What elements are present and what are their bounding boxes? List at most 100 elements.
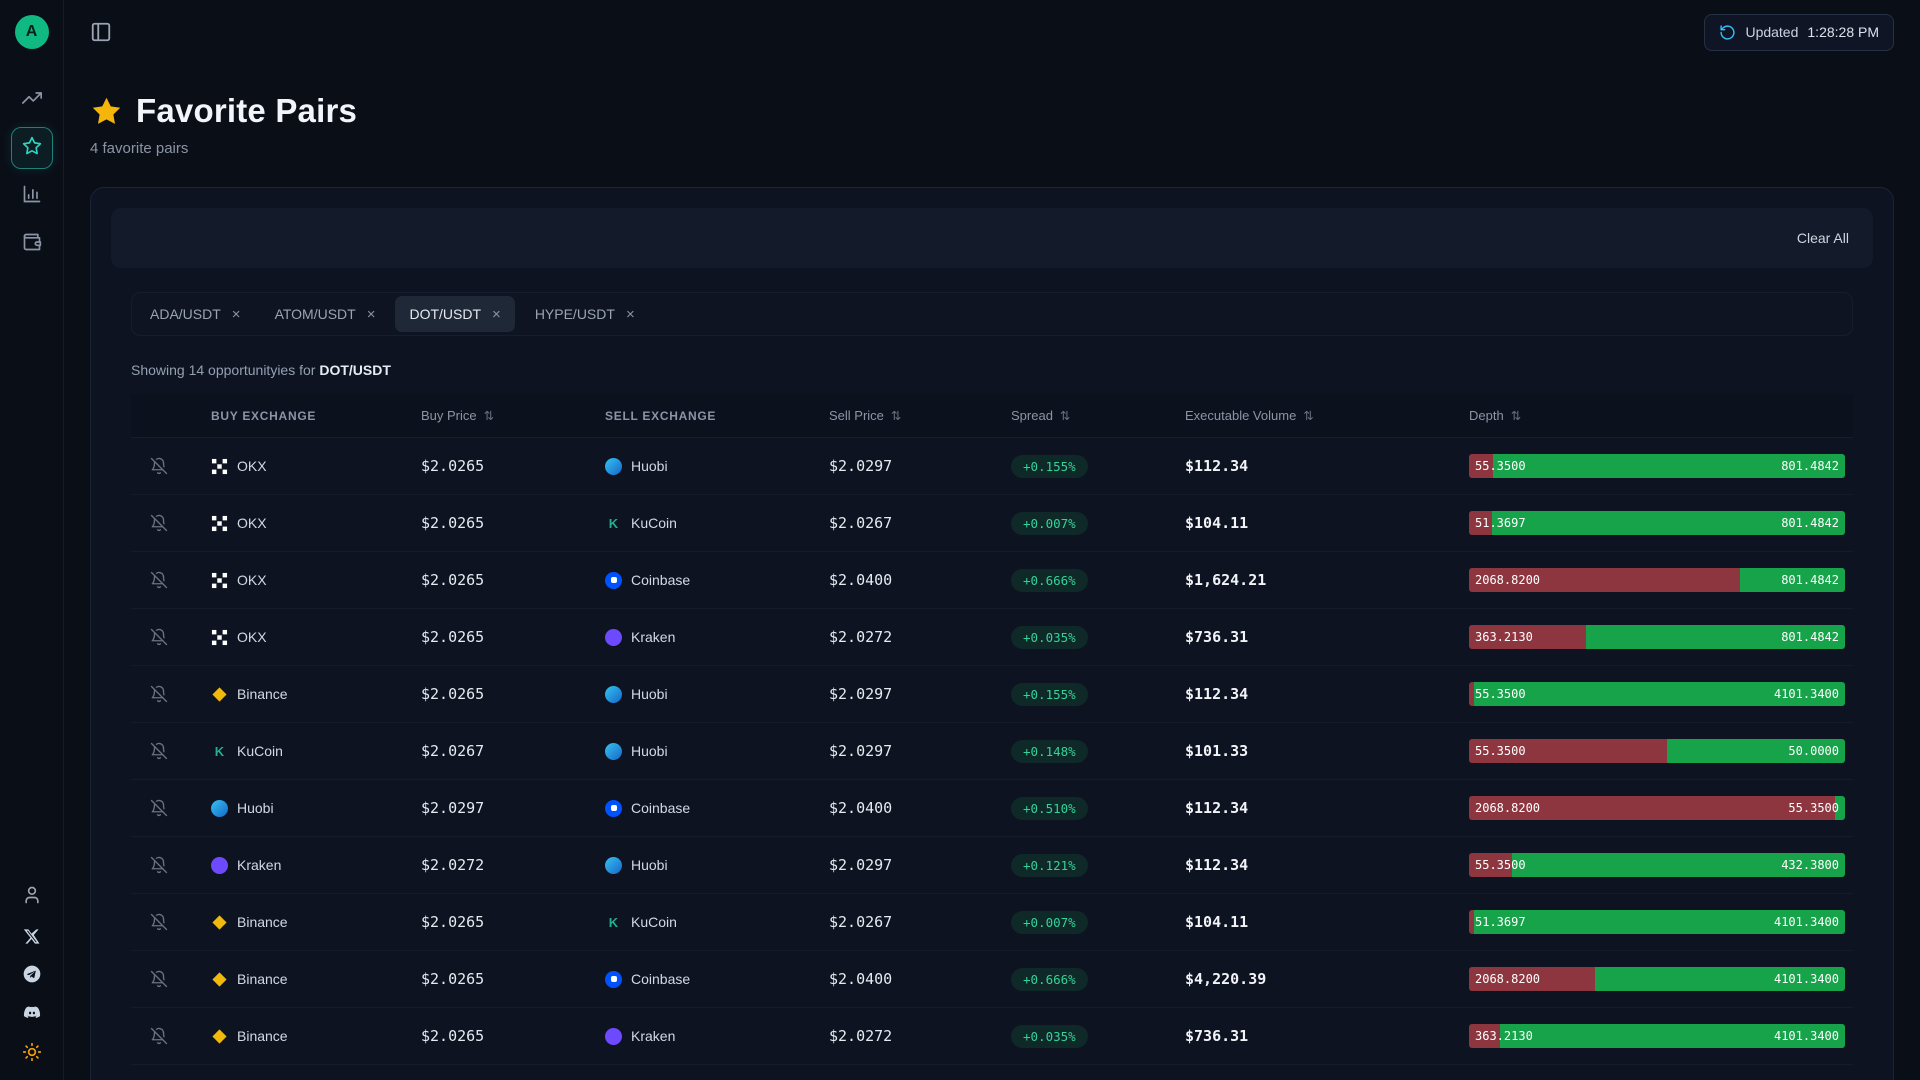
depth-sell-value: 432.3800 — [1781, 858, 1839, 872]
sidebar-toggle-icon[interactable] — [90, 21, 112, 43]
kucoin-logo-icon: K — [214, 743, 225, 759]
remove-pair-icon[interactable]: × — [625, 305, 635, 323]
remove-pair-icon[interactable]: × — [366, 305, 376, 323]
depth-sell-bar — [1493, 454, 1845, 478]
sell-exchange-cell: Kraken — [581, 628, 809, 646]
depth-sell-value: 4101.3400 — [1773, 1029, 1839, 1043]
coinbase-logo-icon — [605, 799, 622, 817]
table-row[interactable]: Binance $2.0265 Kraken $2.0272 +0.035% $… — [131, 1008, 1853, 1065]
updated-badge[interactable]: Updated 1:28:28 PM — [1704, 13, 1894, 51]
sort-icon: ⇅ — [1059, 409, 1071, 423]
table-row[interactable]: Huobi $2.0297 Coinbase $2.0400 +0.510% $… — [131, 780, 1853, 837]
executable-volume: $1,624.21 — [1185, 571, 1267, 589]
table-row[interactable]: Binance $2.0265 Huobi $2.0297 +0.155% $1… — [131, 666, 1853, 723]
clear-all-button[interactable]: Clear All — [1796, 230, 1849, 246]
discord-icon[interactable] — [22, 1003, 42, 1023]
spread-cell: +0.510% — [991, 796, 1165, 820]
pair-chip[interactable]: HYPE/USDT × — [521, 296, 649, 332]
spread-cell: +0.007% — [991, 910, 1165, 934]
pair-chip[interactable]: DOT/USDT × — [395, 296, 515, 332]
alert-off-icon[interactable] — [150, 1027, 168, 1045]
col-spread[interactable]: Spread ⇅ — [1011, 408, 1071, 423]
col-depth[interactable]: Depth ⇅ — [1469, 408, 1522, 423]
depth-cell: 2068.8200 801.4842 — [1449, 568, 1853, 592]
opportunities-table: BUY EXCHANGE Buy Price ⇅ SELL EXCHANGE Se… — [131, 394, 1853, 1080]
depth-bar: 51.3697 801.4842 — [1469, 511, 1845, 535]
executable-volume: $736.31 — [1185, 1027, 1249, 1045]
spread-badge: +0.148% — [1011, 739, 1088, 763]
col-volume[interactable]: Executable Volume ⇅ — [1185, 408, 1314, 423]
table-row[interactable]: OKX $2.0265 Coinbase $2.0400 +0.666% $1,… — [131, 552, 1853, 609]
buy-exchange-cell: OKX — [187, 458, 401, 475]
alert-off-icon[interactable] — [150, 856, 168, 874]
avatar[interactable]: A — [14, 15, 49, 49]
alert-off-icon[interactable] — [150, 970, 168, 988]
x-social-icon[interactable] — [23, 928, 40, 945]
telegram-icon[interactable] — [22, 964, 42, 984]
spread-cell: +0.148% — [991, 739, 1165, 763]
alert-off-icon[interactable] — [150, 685, 168, 703]
sidebar-item-analytics[interactable] — [11, 175, 53, 217]
alert-off-icon[interactable] — [150, 628, 168, 646]
depth-sell-value: 55.3500 — [1788, 801, 1839, 815]
table-row[interactable]: Binance $2.0265 K KuCoin $2.0267 +0.007%… — [131, 894, 1853, 951]
depth-buy-bar — [1469, 967, 1596, 991]
depth-cell: 55.3500 4101.3400 — [1449, 682, 1853, 706]
alert-off-icon[interactable] — [150, 457, 168, 475]
table-row[interactable]: K KuCoin $2.0267 Coinbase $2.0400 +0.655… — [131, 1065, 1853, 1080]
pair-chip[interactable]: ATOM/USDT × — [261, 296, 390, 332]
table-row[interactable]: OKX $2.0265 Huobi $2.0297 +0.155% $112.3… — [131, 438, 1853, 495]
buy-price: $2.0272 — [421, 856, 485, 874]
table-row[interactable]: Binance $2.0265 Coinbase $2.0400 +0.666%… — [131, 951, 1853, 1008]
depth-buy-value: 55.3500 — [1475, 687, 1526, 701]
alert-off-icon[interactable] — [150, 742, 168, 760]
buy-exchange-name: OKX — [237, 572, 267, 588]
refresh-icon — [1719, 24, 1736, 41]
depth-buy-value: 55.3500 — [1475, 459, 1526, 473]
sidebar-item-favorites[interactable] — [10, 127, 53, 169]
remove-pair-icon[interactable]: × — [231, 305, 241, 323]
pair-chip-label: ADA/USDT — [150, 306, 221, 322]
depth-cell: 51.3697 801.4842 — [1449, 511, 1853, 535]
sidebar-item-wallet[interactable] — [11, 223, 53, 265]
updated-time: 1:28:28 PM — [1807, 24, 1879, 40]
sell-price: $2.0272 — [829, 1027, 893, 1045]
star-icon — [22, 136, 42, 161]
sort-icon: ⇅ — [1303, 409, 1314, 423]
table-row[interactable]: OKX $2.0265 Kraken $2.0272 +0.035% $736.… — [131, 609, 1853, 666]
depth-cell: 55.3500 432.3800 — [1449, 853, 1853, 877]
alert-off-icon[interactable] — [150, 799, 168, 817]
executable-volume: $104.11 — [1185, 514, 1249, 532]
buy-exchange-name: KuCoin — [237, 743, 283, 759]
depth-sell-bar — [1595, 967, 1845, 991]
remove-pair-icon[interactable]: × — [492, 305, 501, 323]
col-sell-price[interactable]: Sell Price ⇅ — [829, 408, 902, 423]
sell-exchange-cell: Huobi — [581, 685, 809, 703]
buy-exchange-name: Kraken — [237, 857, 282, 873]
buy-exchange-cell: Huobi — [187, 799, 401, 817]
alert-off-icon[interactable] — [150, 514, 168, 532]
depth-sell-bar — [1835, 796, 1845, 820]
buy-price: $2.0265 — [421, 628, 485, 646]
sidebar-item-markets[interactable] — [11, 79, 53, 121]
depth-bar: 55.3500 4101.3400 — [1469, 682, 1845, 706]
sell-exchange-cell: K KuCoin — [581, 914, 809, 931]
buy-exchange-cell: Binance — [187, 1028, 401, 1045]
table-row[interactable]: OKX $2.0265 K KuCoin $2.0267 +0.007% $10… — [131, 495, 1853, 552]
table-row[interactable]: Kraken $2.0272 Huobi $2.0297 +0.121% $11… — [131, 837, 1853, 894]
alert-off-icon[interactable] — [150, 571, 168, 589]
buy-price: $2.0265 — [421, 1027, 485, 1045]
sell-exchange-name: Kraken — [631, 1028, 676, 1044]
pair-chip[interactable]: ADA/USDT × — [136, 296, 255, 332]
table-row[interactable]: K KuCoin $2.0267 Huobi $2.0297 +0.148% $… — [131, 723, 1853, 780]
col-buy-price[interactable]: Buy Price ⇅ — [421, 408, 495, 423]
sell-exchange-cell: Huobi — [581, 856, 809, 874]
depth-sell-bar — [1586, 625, 1845, 649]
sell-price: $2.0400 — [829, 571, 893, 589]
sidebar-nav — [10, 79, 53, 265]
user-icon[interactable] — [22, 885, 42, 905]
sun-theme-icon[interactable] — [22, 1042, 42, 1062]
spread-badge: +0.035% — [1011, 1024, 1088, 1048]
spread-badge: +0.666% — [1011, 967, 1088, 991]
alert-off-icon[interactable] — [150, 913, 168, 931]
